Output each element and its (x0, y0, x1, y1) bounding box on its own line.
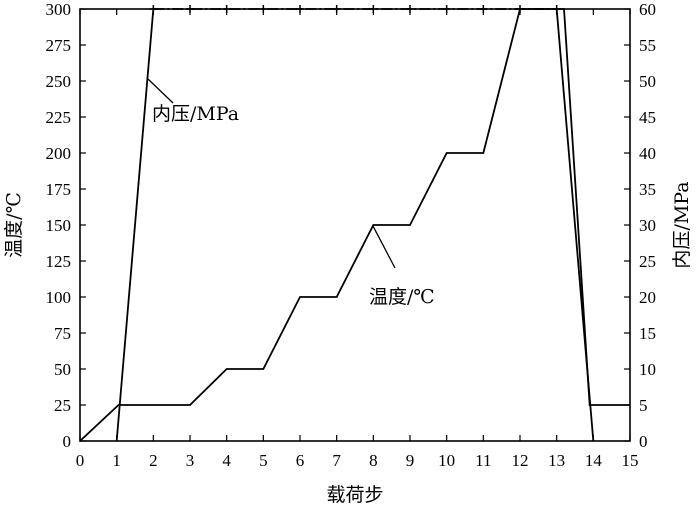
x-tick-label: 5 (259, 451, 268, 470)
y-right-axis-title: 内压/MPa (671, 181, 693, 268)
y-right-tick-label: 5 (639, 396, 648, 415)
x-tick-label: 1 (112, 451, 121, 470)
y-left-tick-label: 275 (46, 36, 72, 55)
y-left-tick-label: 300 (46, 0, 72, 19)
y-right-tick-label: 0 (639, 432, 648, 451)
x-tick-label: 14 (585, 451, 603, 470)
tick-labels: 0 1 2 3 4 5 6 7 8 9 10 11 12 13 14 15025507510012515017… (46, 0, 657, 470)
tick-marks (79, 8, 631, 442)
y-left-tick-label: 175 (46, 180, 72, 199)
x-tick-label: 6 (296, 451, 305, 470)
y-left-tick-label: 100 (46, 288, 72, 307)
x-tick-label: 7 (332, 451, 341, 470)
x-tick-label: 9 (406, 451, 415, 470)
y-right-tick-label: 45 (639, 108, 656, 127)
temperature-leader-line (372, 225, 396, 269)
y-right-tick-label: 20 (639, 288, 656, 307)
x-tick-label: 10 (438, 451, 455, 470)
y-right-tick-label: 50 (639, 72, 656, 91)
y-right-tick-label: 35 (639, 180, 656, 199)
y-left-tick-label: 75 (54, 324, 71, 343)
y-left-tick-label: 225 (46, 108, 72, 127)
x-tick-label: 12 (512, 451, 529, 470)
pressure-rise-line (115, 8, 155, 442)
x-tick-label: 11 (475, 451, 491, 470)
temperature-annotation: 温度/℃ (369, 286, 435, 308)
y-right-tick-label: 15 (639, 324, 656, 343)
x-axis-title: 载荷步 (326, 484, 383, 506)
x-tick-label: 2 (149, 451, 158, 470)
y-right-tick-label: 55 (639, 36, 656, 55)
series-layer (79, 5, 630, 442)
y-left-tick-label: 250 (46, 72, 72, 91)
y-left-tick-label: 0 (63, 432, 72, 451)
x-tick-label: 4 (222, 451, 231, 470)
plot-frame (79, 8, 631, 442)
y-left-tick-label: 50 (54, 360, 71, 379)
y-left-tick-label: 200 (46, 144, 72, 163)
y-right-tick-label: 30 (639, 216, 656, 235)
y-left-tick-label: 150 (46, 216, 72, 235)
pressure-annotation: 内压/MPa (152, 103, 239, 125)
y-right-tick-label: 10 (639, 360, 656, 379)
x-tick-label: 15 (622, 451, 639, 470)
x-tick-label: 0 (76, 451, 85, 470)
y-right-tick-label: 60 (639, 0, 656, 19)
y-right-tick-label: 40 (639, 144, 656, 163)
y-left-axis-title: 温度/℃ (3, 192, 25, 258)
y-left-tick-label: 25 (54, 396, 71, 415)
pressure-leader-line (147, 78, 174, 104)
y-right-tick-label: 25 (639, 252, 656, 271)
x-tick-label: 3 (186, 451, 195, 470)
annotations: 内压/MPa 温度/℃ (147, 78, 435, 308)
x-tick-label: 13 (548, 451, 565, 470)
y-left-tick-label: 125 (46, 252, 72, 271)
pressure-drop-line (555, 8, 595, 442)
x-tick-label: 8 (369, 451, 378, 470)
temperature-line (79, 8, 630, 442)
